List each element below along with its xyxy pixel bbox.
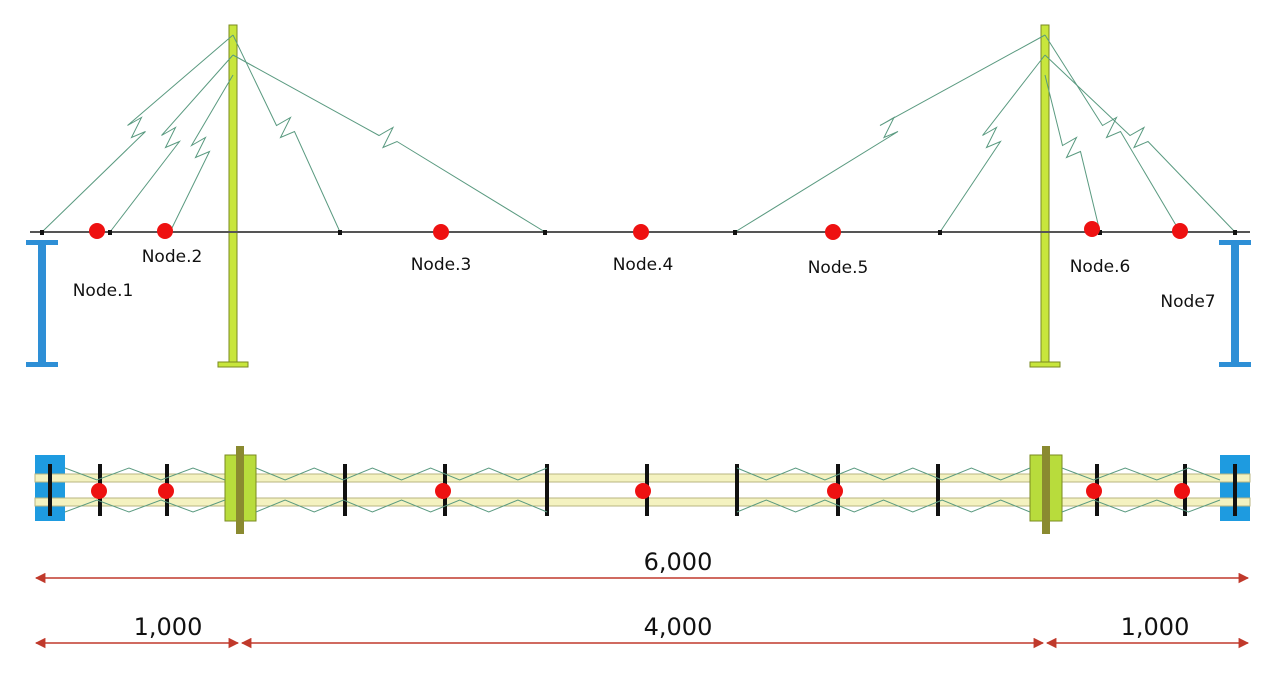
tower-column: [1042, 446, 1050, 534]
pier: [38, 240, 46, 365]
cable-anchor: [108, 230, 112, 235]
cable: [1044, 74, 1101, 233]
node-marker-plan: [435, 483, 451, 499]
node-marker-plan: [1174, 483, 1190, 499]
cross-beam: [343, 464, 347, 516]
cross-beam: [1233, 464, 1237, 516]
tower-base: [217, 361, 249, 368]
node-marker-plan: [91, 483, 107, 499]
pier-cap: [1219, 240, 1251, 245]
cable-anchor: [40, 230, 44, 235]
cable-anchor: [733, 230, 737, 235]
cable-plan: [255, 467, 548, 481]
cross-beam: [936, 464, 940, 516]
pier: [1231, 240, 1239, 365]
span-dimension: 4,000: [644, 613, 713, 641]
tower: [228, 24, 238, 366]
node-marker-plan: [158, 483, 174, 499]
node-label: Node.4: [613, 255, 674, 275]
node-marker-plan: [635, 483, 651, 499]
girder: [34, 497, 1251, 507]
cable-plan: [255, 499, 548, 513]
elevation-view: [26, 24, 1251, 368]
node-label: Node.1: [73, 281, 134, 301]
node-marker: [1172, 223, 1188, 239]
cable: [734, 34, 1046, 233]
node-label: Node.6: [1070, 257, 1131, 277]
tower-base: [1029, 361, 1061, 368]
cross-beam: [735, 464, 739, 516]
pier-base: [26, 362, 58, 367]
node-marker: [89, 223, 105, 239]
dimensions: [34, 572, 1250, 649]
cable-anchor: [1233, 230, 1237, 235]
cable: [232, 54, 546, 233]
pier-base: [1219, 362, 1251, 367]
cross-beam: [545, 464, 549, 516]
cable: [232, 34, 341, 233]
node-marker: [157, 223, 173, 239]
cable: [109, 54, 234, 233]
span-dimension: 1,000: [1121, 613, 1190, 641]
node-label: Node.2: [142, 247, 203, 267]
node-marker: [1084, 221, 1100, 237]
node-marker: [633, 224, 649, 240]
node-marker-plan: [1086, 483, 1102, 499]
node-marker: [433, 224, 449, 240]
cable-plan: [64, 467, 226, 481]
cable-plan: [1061, 467, 1221, 481]
cable-plan: [736, 499, 1031, 513]
cable-anchor: [543, 230, 547, 235]
node-label: Node.5: [808, 258, 869, 278]
cable-plan: [1061, 499, 1221, 513]
cable-anchor: [1098, 230, 1102, 235]
cable-anchor: [938, 230, 942, 235]
node-label: Node.3: [411, 255, 472, 275]
cable: [1044, 54, 1236, 233]
girder: [34, 473, 1251, 483]
cable: [41, 34, 234, 233]
cable-plan: [736, 467, 1031, 481]
total-dimension: 6,000: [644, 548, 713, 576]
span-dimension: 1,000: [134, 613, 203, 641]
cable-plan: [64, 499, 226, 513]
cable: [1044, 34, 1181, 233]
cable: [169, 74, 234, 233]
node-marker-plan: [827, 483, 843, 499]
node-label: Node7: [1160, 292, 1215, 312]
node-marker: [825, 224, 841, 240]
cable: [939, 54, 1046, 233]
cable-anchor: [338, 230, 342, 235]
cross-beam: [48, 464, 52, 516]
pier-cap: [26, 240, 58, 245]
tower-column: [236, 446, 244, 534]
